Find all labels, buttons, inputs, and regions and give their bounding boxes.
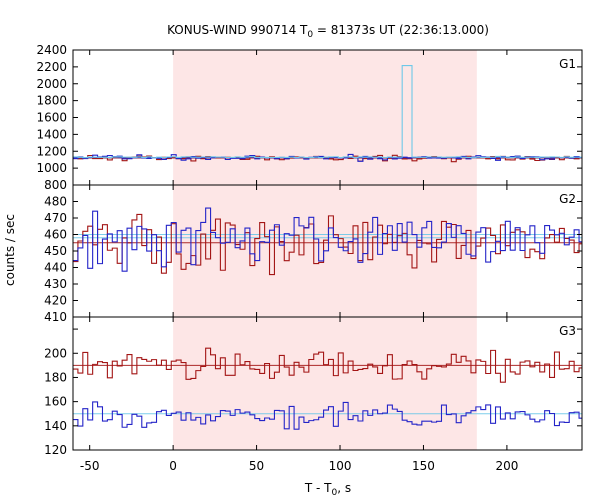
y-tick-label: 1000 [36,161,67,175]
y-tick-label: 2000 [36,77,67,91]
x-tick-label: 200 [495,459,518,473]
y-tick-label: 450 [44,244,67,258]
x-tick-label: -50 [80,459,100,473]
y-tick-label: 470 [44,211,67,225]
plot-area: G180010001200140016001800200022002400G24… [36,43,583,473]
y-tick-label: 2200 [36,60,67,74]
panel-label: G3 [559,324,576,338]
y-tick-label: 440 [44,261,67,275]
y-tick-label: 800 [44,178,67,192]
y-axis-label: counts / sec [3,214,17,286]
y-tick-label: 140 [44,419,67,433]
y-tick-label: 1200 [36,144,67,158]
highlight-interval [173,50,477,450]
series-blue-G2 [73,207,582,272]
x-tick-label: 50 [249,459,264,473]
panel-label: G1 [559,57,576,71]
y-tick-label: 430 [44,277,67,291]
panel-label: G2 [559,192,576,206]
y-tick-label: 460 [44,228,67,242]
x-tick-label: 150 [412,459,435,473]
y-tick-label: 480 [44,195,67,209]
series-blue-G3 [73,401,582,430]
y-tick-label: 420 [44,294,67,308]
y-tick-label: 2400 [36,43,67,57]
y-tick-label: 1600 [36,111,67,125]
y-tick-label: 180 [44,370,67,384]
chart-title: KONUS-WIND 990714 T0 = 81373s UT (22:36:… [167,23,489,40]
series-blue-G1 [73,153,582,162]
y-tick-label: 160 [44,395,67,409]
panel-frame-G3 [72,316,583,451]
x-tick-label: 100 [329,459,352,473]
y-tick-label: 120 [44,443,67,457]
y-tick-label: 410 [44,310,67,324]
y-tick-label: 1400 [36,127,67,141]
series-lightblue-G1 [73,65,582,159]
y-tick-label: 200 [44,346,67,360]
x-tick-label: 0 [169,459,177,473]
x-axis-label: T - T0, s [304,481,351,498]
series-red-G3 [73,347,582,383]
y-tick-label: 1800 [36,94,67,108]
